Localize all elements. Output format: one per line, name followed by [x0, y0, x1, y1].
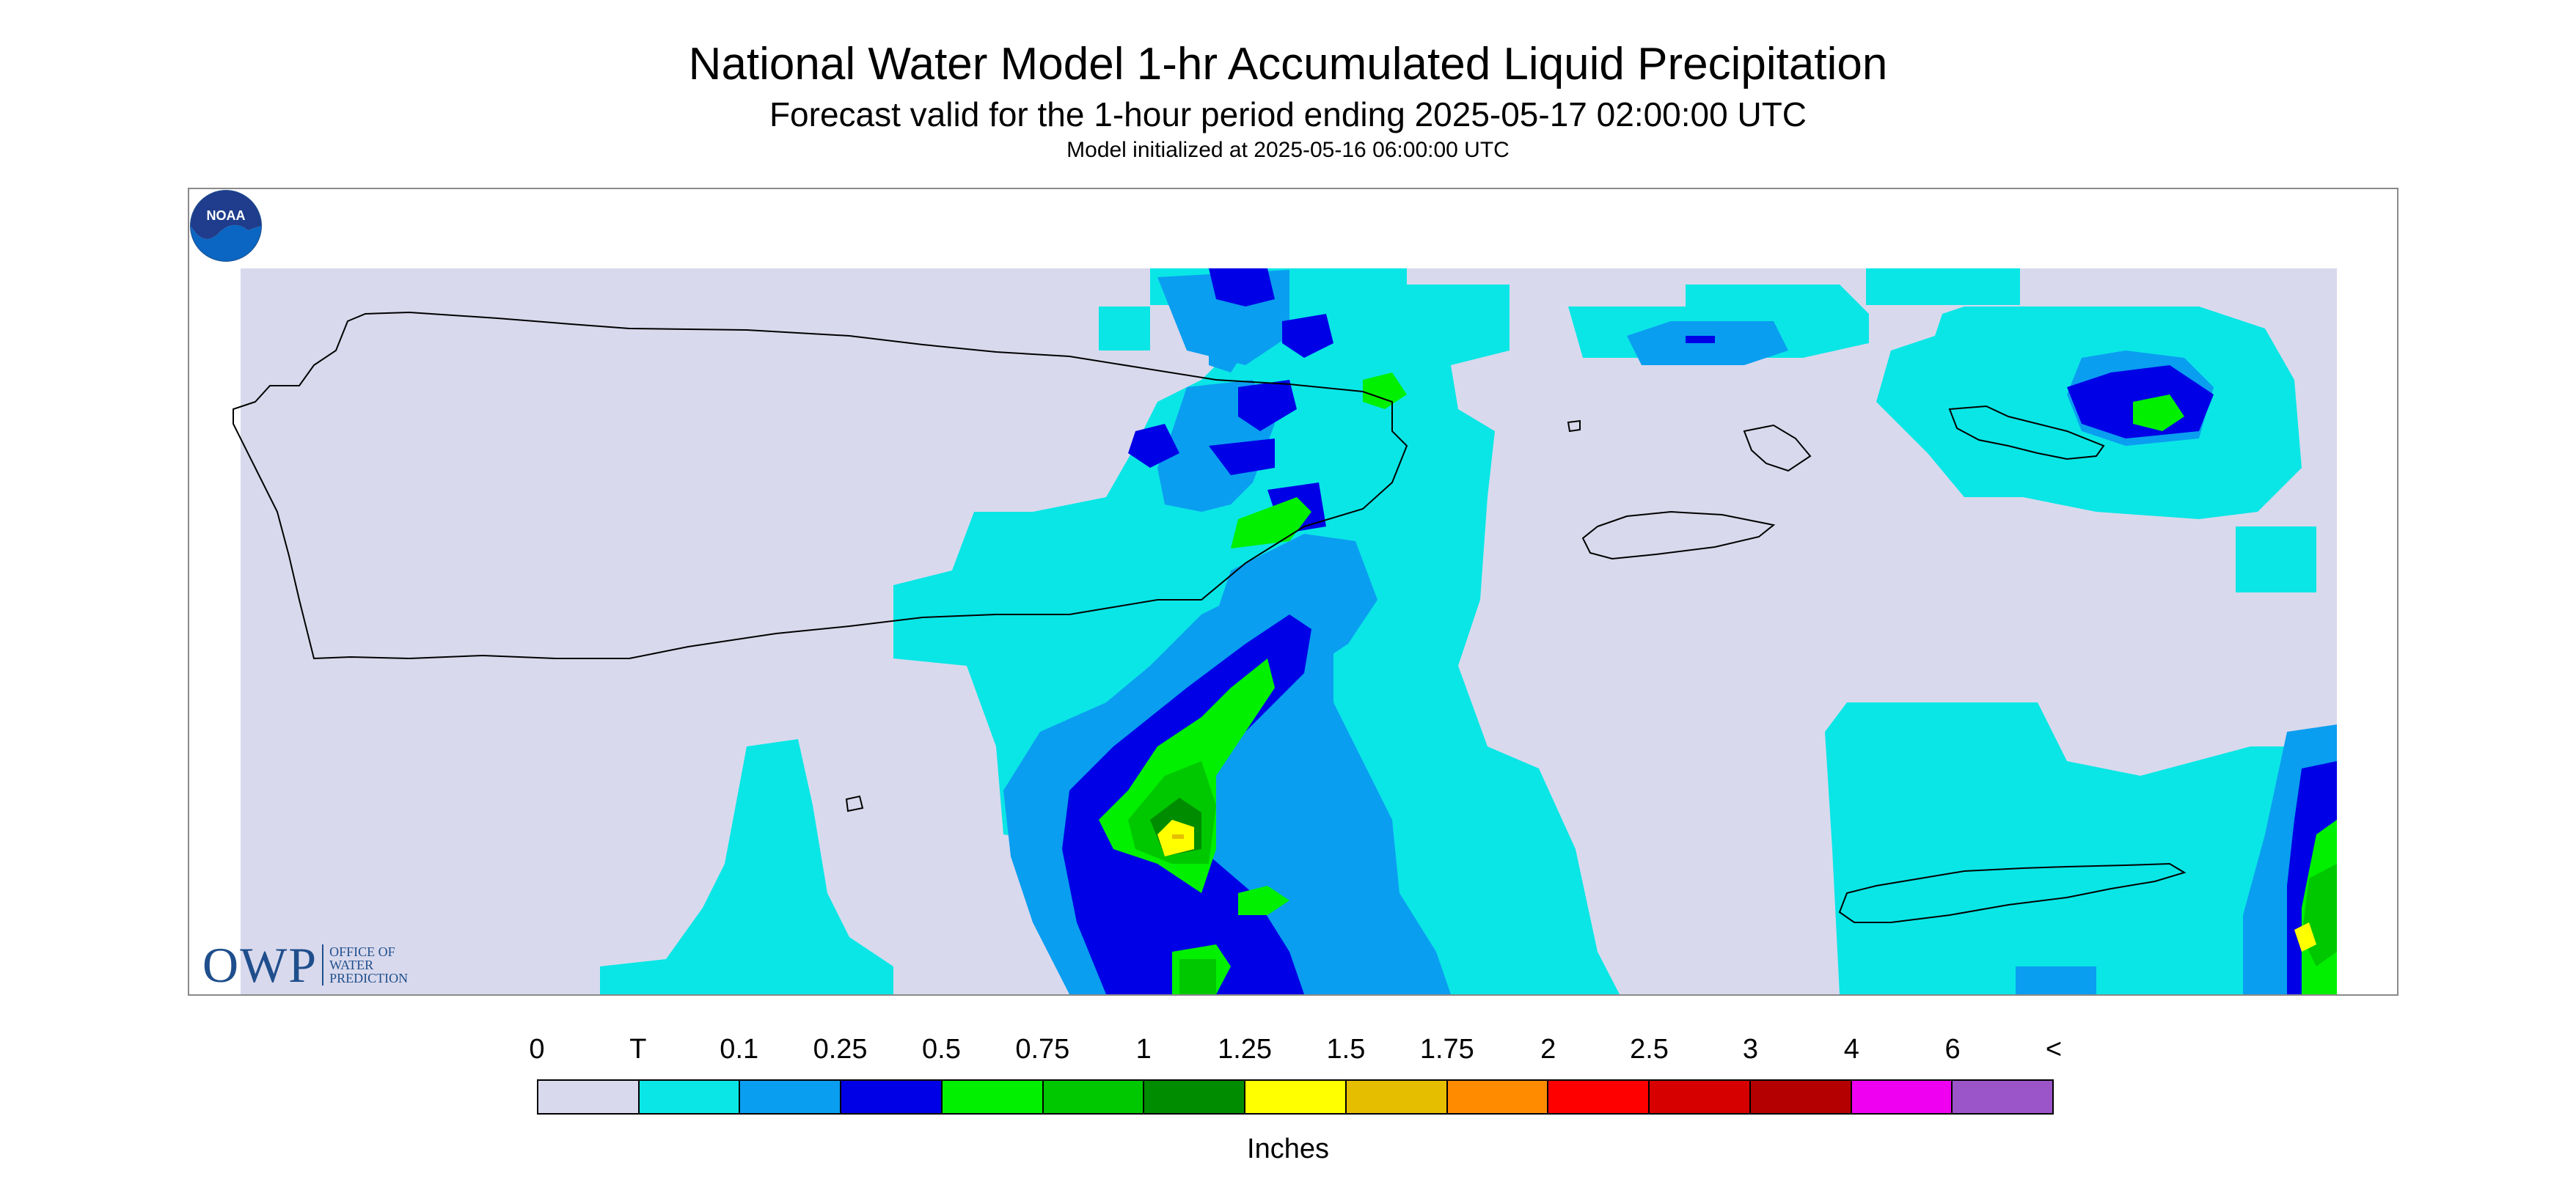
- culebra-coastline: [1743, 424, 1812, 472]
- legend-swatch: [1043, 1081, 1145, 1113]
- legend-swatch: [1851, 1081, 1953, 1113]
- legend-swatch: [1548, 1081, 1650, 1113]
- puerto-rico-coastline: [233, 311, 1408, 660]
- st-croix-coastline: [1838, 862, 2187, 923]
- owp-logo-divider: [322, 944, 324, 985]
- coastlines: [233, 311, 2187, 923]
- legend-label: 0.5: [922, 1034, 961, 1065]
- legend-swatch: [639, 1081, 741, 1113]
- legend-label: 4: [1843, 1034, 1859, 1065]
- legend-swatch: [942, 1081, 1044, 1113]
- legend-swatch: [538, 1081, 640, 1113]
- legend-label: 0.25: [813, 1034, 868, 1065]
- legend-label: T: [629, 1034, 647, 1065]
- legend-swatch: [1245, 1081, 1347, 1113]
- legend-label: 2.5: [1630, 1034, 1669, 1065]
- legend-label: 1.25: [1218, 1034, 1273, 1065]
- precip-1-5-areas: [1172, 834, 1184, 839]
- small-islet-2: [845, 795, 864, 812]
- map-subtitle: Forecast valid for the 1-hour period end…: [769, 95, 1807, 133]
- owp-logo-office: Office of Water Prediction: [329, 945, 408, 985]
- map-frame: OWP Office of Water Prediction NOAA: [188, 188, 2398, 996]
- legend-swatch: [1650, 1081, 1751, 1113]
- legend-label: 3: [1742, 1034, 1758, 1065]
- model-init-text: Model initialized at 2025-05-16 06:00:00…: [1066, 138, 1510, 162]
- legend-label: <: [2045, 1034, 2063, 1065]
- small-islet-1: [1567, 419, 1581, 433]
- legend-swatch: [1953, 1081, 2053, 1113]
- legend-swatch: [841, 1081, 943, 1113]
- owp-logo-line-1: Office of: [329, 944, 395, 959]
- legend-swatch: [1447, 1081, 1549, 1113]
- vieques-coastline: [1581, 510, 1776, 560]
- legend-labels: 0 T 0.1 0.25 0.5 0.75 1 1.25 1.5 1.75 2 2.5 3 4 6 <: [0, 1034, 2576, 1071]
- legend-swatch: [740, 1081, 842, 1113]
- precipitation-map: [233, 268, 2337, 994]
- legend-label: 0: [529, 1034, 545, 1065]
- legend-colorbar: [537, 1079, 2054, 1115]
- legend-label: 0.75: [1015, 1034, 1070, 1065]
- legend-units: Inches: [1247, 1134, 1329, 1164]
- legend-swatch: [1750, 1081, 1852, 1113]
- legend-swatch: [1144, 1081, 1246, 1113]
- virgin-islands-north-coastline: [1948, 405, 2105, 460]
- legend-label: 1: [1135, 1034, 1152, 1065]
- legend-label: 6: [1944, 1034, 1961, 1065]
- legend-label: 2: [1540, 1034, 1556, 1065]
- owp-logo-text: OWP: [202, 937, 318, 993]
- owp-logo-line-2: Water: [329, 958, 374, 972]
- legend-label: 1.5: [1326, 1034, 1366, 1065]
- legend-label: 0.1: [720, 1034, 759, 1065]
- noaa-seal-text: NOAA: [207, 208, 246, 223]
- legend-swatch: [1346, 1081, 1448, 1113]
- map-title: National Water Model 1-hr Accumulated Li…: [688, 39, 1888, 89]
- owp-logo-line-3: Prediction: [329, 971, 409, 985]
- noaa-seal-icon: NOAA: [190, 190, 262, 262]
- legend-label: 1.75: [1419, 1034, 1474, 1065]
- owp-logo: OWP Office of Water Prediction: [202, 937, 408, 993]
